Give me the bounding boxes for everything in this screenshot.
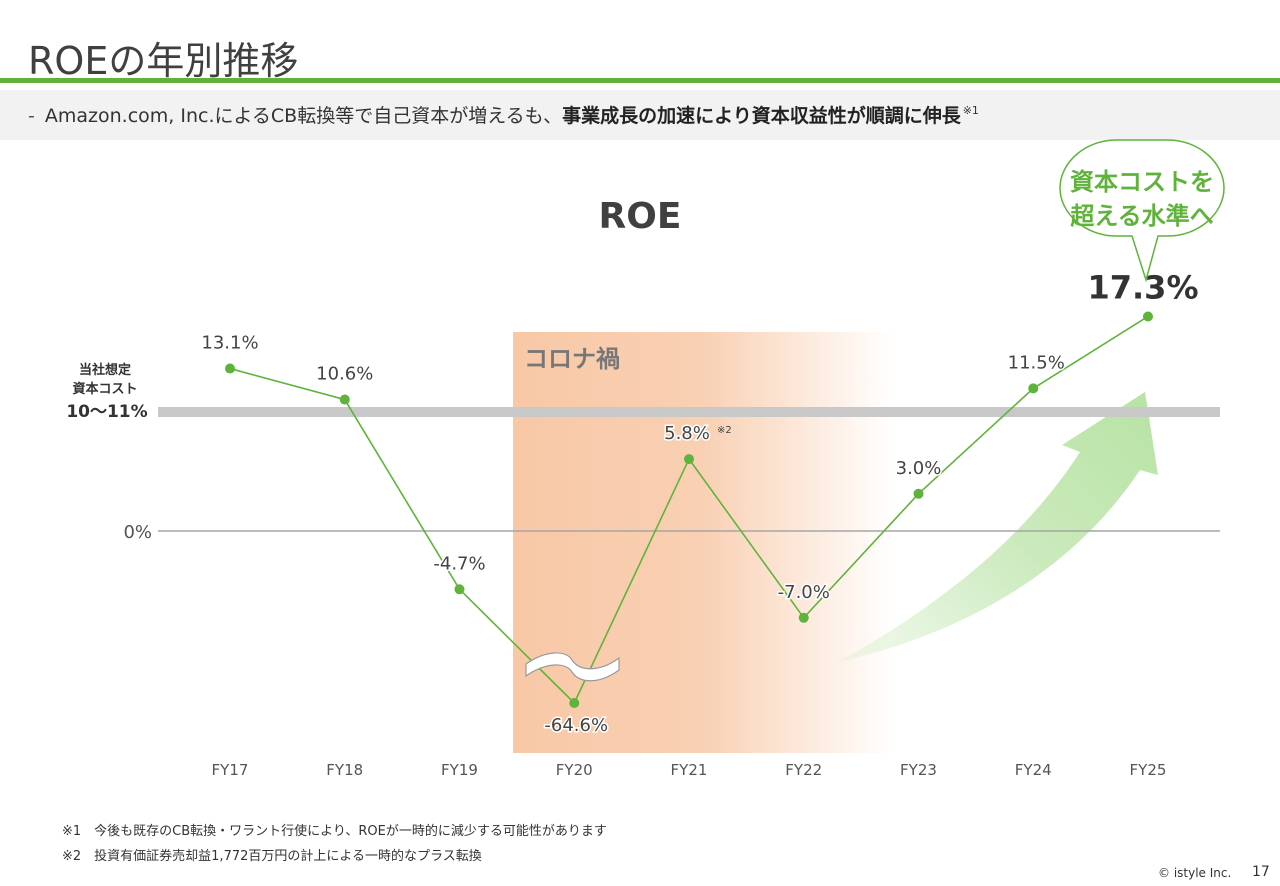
- value-label-fy18: 10.6%: [316, 364, 373, 385]
- value-label-note-fy21: ※2: [717, 425, 732, 436]
- copyright: © istyle Inc.: [1158, 866, 1232, 880]
- data-point-fy22: [798, 612, 809, 623]
- callout-shape: [1059, 139, 1225, 283]
- value-label-fy23: 3.0%: [896, 458, 942, 479]
- x-tick-fy23: FY23: [900, 761, 937, 779]
- footnote-2: ※2 投資有価証券売却益1,772百万円の計上による一時的なプラス転換: [62, 849, 482, 864]
- corona-band: [513, 332, 893, 753]
- cost-label-value: 10〜11%: [66, 402, 147, 422]
- roe-value-labels: 13.1% 10.6% -4.7% -64.6% 5.8% ※2 -7.0% 3.0% 11.5…: [200, 267, 1200, 738]
- subtitle-bold: 事業成長の加速により資本収益性が順調に伸長: [562, 105, 961, 127]
- subtitle-plain: Amazon.com, Inc.によるCB転換等で自己資本が増えるも、: [44, 105, 563, 127]
- data-point-fy20: [569, 698, 580, 708]
- data-point-fy19: [454, 584, 465, 595]
- chart-title: ROE: [599, 196, 682, 237]
- cost-label-line1: 当社想定: [79, 362, 131, 378]
- data-point-fy25: [1143, 311, 1153, 322]
- data-point-fy17: [225, 363, 235, 374]
- title-rule: [0, 78, 1280, 83]
- value-label-fy21: 5.8%: [664, 423, 710, 444]
- x-tick-fy18: FY18: [326, 761, 363, 779]
- subtitle: - Amazon.com, Inc.によるCB転換等で自己資本が増えるも、事業成長…: [28, 101, 979, 128]
- callout-line1: 資本コストを: [1070, 168, 1214, 196]
- value-label-fy24: 11.5%: [1008, 352, 1065, 373]
- x-tick-fy25: FY25: [1130, 761, 1167, 779]
- subtitle-note: ※1: [962, 104, 979, 117]
- value-label-fy20: -64.6%: [544, 715, 608, 736]
- x-tick-fy22: FY22: [785, 761, 822, 779]
- callout-line2: 超える水準へ: [1070, 202, 1214, 230]
- page-number: 17: [1252, 864, 1270, 880]
- data-point-fy24: [1028, 383, 1039, 394]
- x-tick-fy21: FY21: [671, 761, 708, 779]
- callout-text: 資本コストを 超える水準へ: [1058, 165, 1226, 233]
- x-tick-fy24: FY24: [1015, 761, 1052, 779]
- data-point-fy18: [339, 394, 350, 405]
- slide-title: ROEの年別推移: [28, 39, 299, 83]
- x-tick-fy19: FY19: [441, 761, 478, 779]
- cost-label-line2: 資本コスト: [72, 381, 137, 397]
- data-point-fy23: [913, 488, 924, 499]
- value-label-fy25: 17.3%: [1087, 268, 1198, 306]
- roe-series: [225, 311, 1153, 708]
- subtitle-bullet: -: [28, 105, 35, 127]
- x-tick-fy17: FY17: [212, 761, 249, 779]
- value-label-fy19: -4.7%: [433, 553, 485, 574]
- subtitle-band: [0, 90, 1280, 140]
- axis-break-mark: [525, 652, 620, 682]
- x-axis-ticks: FY17 FY18 FY19 FY20 FY21 FY22 FY23 FY24 FY25: [212, 761, 1167, 779]
- data-point-fy21: [684, 454, 694, 465]
- corona-label: コロナ禍: [524, 345, 620, 373]
- footnote-1: ※1 今後も既存のCB転換・ワラント行使により、ROEが一時的に減少する可能性が…: [62, 824, 607, 839]
- value-label-fy17: 13.1%: [201, 333, 258, 354]
- growth-arrow: [838, 392, 1158, 662]
- value-label-fy22: -7.0%: [778, 582, 830, 603]
- x-tick-fy20: FY20: [556, 761, 593, 779]
- callout-bubble: 資本コストを 超える水準へ: [1058, 138, 1226, 283]
- cost-of-capital-band: [158, 407, 1220, 417]
- zero-label: 0%: [123, 522, 152, 543]
